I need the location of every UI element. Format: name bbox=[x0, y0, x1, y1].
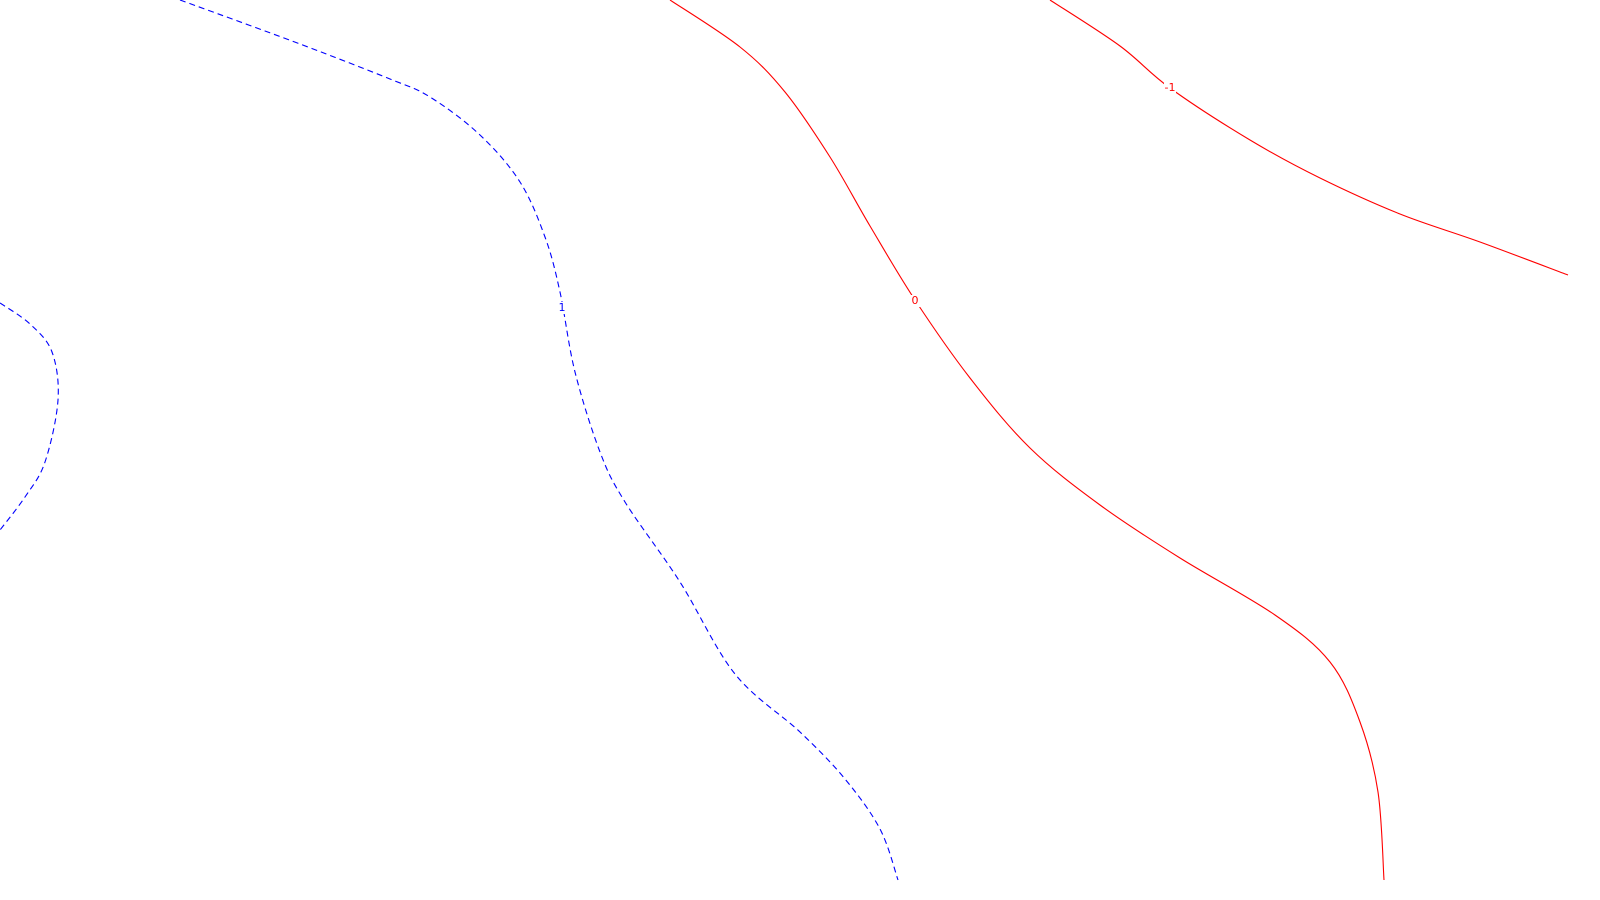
plot-area: 1 0 -1 bbox=[0, 0, 1569, 881]
contour-line-level-1-segment-0 bbox=[179, 0, 899, 881]
contour-line-level-1-segment-1 bbox=[0, 302, 59, 531]
contour-line-level--1-segment-0 bbox=[1049, 0, 1569, 276]
contour-label-level--1: -1 bbox=[1165, 81, 1176, 94]
contour-label-level-1: 1 bbox=[559, 301, 566, 314]
contour-label-background bbox=[556, 302, 568, 314]
contour-label-background bbox=[1164, 82, 1176, 94]
contour-label-background bbox=[909, 295, 921, 307]
contour-label-level-0: 0 bbox=[912, 294, 919, 307]
contour-line-level-0-segment-0 bbox=[669, 0, 1385, 881]
